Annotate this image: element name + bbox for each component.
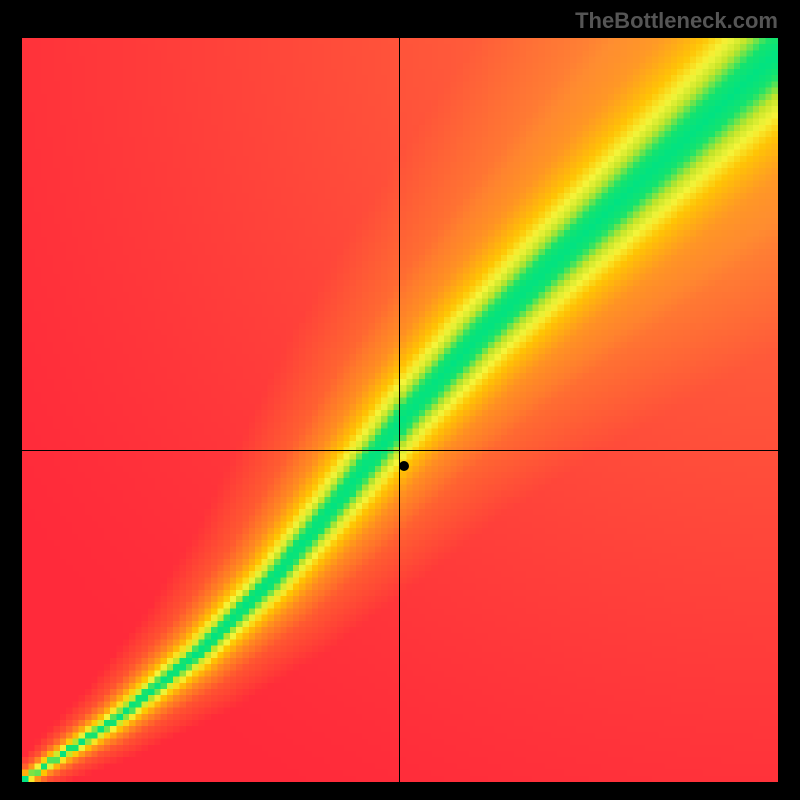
heatmap-canvas — [22, 38, 778, 782]
figure-container: TheBottleneck.com — [0, 0, 800, 800]
heatmap-plot — [22, 38, 778, 782]
crosshair-horizontal — [22, 450, 778, 451]
data-point-marker — [399, 461, 409, 471]
crosshair-vertical — [399, 38, 400, 782]
watermark-text: TheBottleneck.com — [575, 8, 778, 34]
